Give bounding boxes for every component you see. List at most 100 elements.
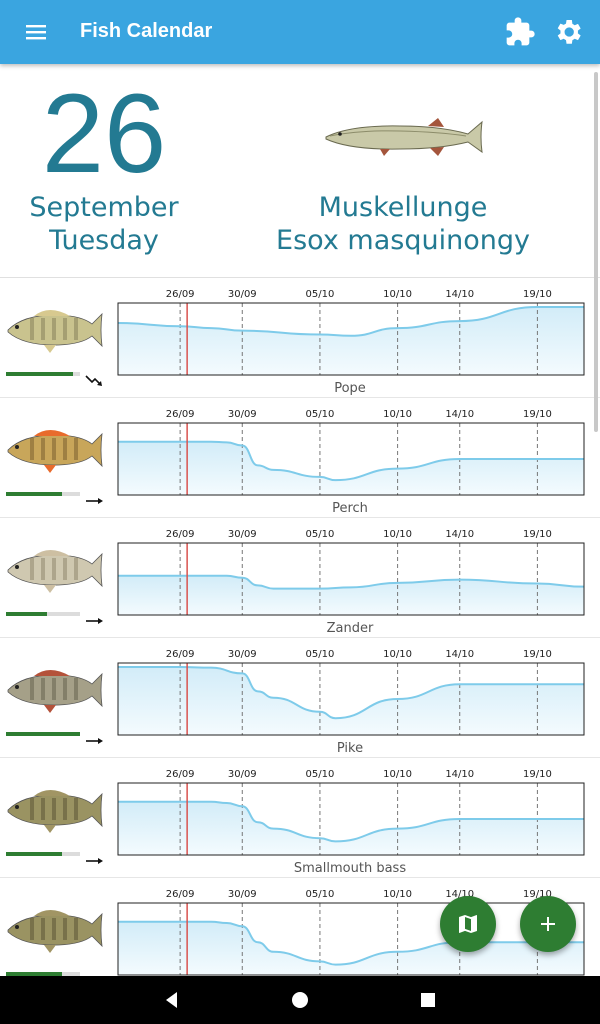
- list-item[interactable]: 26/09 30/09 05/10 10/10 14/10 19/10 Zander: [0, 518, 600, 638]
- fish-row-name: Pope: [334, 381, 366, 396]
- fish-row-name: Smallmouth bass: [293, 861, 407, 876]
- trend-steady-icon: [86, 618, 103, 624]
- day-number: 26: [41, 71, 167, 196]
- rating-bar: [6, 492, 80, 496]
- puzzle-icon[interactable]: [504, 16, 536, 48]
- date-tick-label: 30/09: [228, 529, 257, 540]
- trend-down-icon: [85, 375, 102, 386]
- date-tick-label: 19/10: [523, 889, 552, 900]
- day-header: 26 September Tuesday Muskellunge Esox ma…: [0, 64, 600, 278]
- list-item[interactable]: 26/09 30/09 05/10 10/10 14/10 19/10 Pope: [0, 278, 600, 398]
- map-button[interactable]: [440, 896, 496, 952]
- activity-area: [118, 441, 584, 495]
- date-tick-label: 14/10: [445, 649, 474, 660]
- add-button[interactable]: [520, 896, 576, 952]
- list-item[interactable]: 26/09 30/09 05/10 10/10 14/10 19/10 Smallmouth…: [0, 758, 600, 878]
- date-tick-label: 05/10: [306, 529, 335, 540]
- system-nav-bar: [0, 976, 600, 1024]
- activity-area: [118, 667, 584, 735]
- activity-chart: 26/09 30/09 05/10 10/10 14/10 19/10: [117, 889, 585, 976]
- fish-row-name: Zander: [326, 621, 374, 636]
- activity-area: [118, 801, 584, 855]
- trend-steady-icon: [86, 738, 103, 744]
- date-tick-label: 10/10: [383, 649, 412, 660]
- recents-icon[interactable]: [416, 988, 440, 1012]
- activity-line: [117, 666, 584, 720]
- activity-area: [118, 921, 584, 975]
- chart-frame: [117, 902, 585, 976]
- muskellunge-image: [325, 118, 483, 156]
- activity-line: [118, 574, 585, 590]
- date-tick-label: 14/10: [445, 529, 474, 540]
- date-tick-label: 19/10: [523, 409, 552, 420]
- activity-area: [118, 307, 584, 375]
- date-tick-label: 14/10: [445, 769, 474, 780]
- hamburger-menu-icon[interactable]: [20, 16, 52, 48]
- rating-bar: [6, 732, 80, 736]
- weekday-label: Tuesday: [49, 225, 159, 256]
- gear-icon[interactable]: [552, 16, 584, 48]
- activity-area: [118, 575, 584, 615]
- date-tick-label: 10/10: [383, 769, 412, 780]
- rating-bar-fill: [6, 492, 62, 496]
- trend-steady-icon: [86, 498, 103, 504]
- date-tick-label: 26/09: [166, 649, 195, 660]
- activity-chart: 26/09 30/09 05/10 10/10 14/10 19/10: [117, 529, 585, 616]
- date-tick-label: 05/10: [306, 409, 335, 420]
- date-tick-label: 26/09: [166, 289, 195, 300]
- chart-frame: [117, 302, 585, 376]
- date-tick-label: 10/10: [383, 409, 412, 420]
- chart-frame: [117, 662, 585, 736]
- app-title: Fish Calendar: [80, 20, 213, 42]
- date-tick-label: 26/09: [166, 409, 195, 420]
- pope-fish-image: [7, 310, 103, 353]
- date-tick-label: 05/10: [306, 889, 335, 900]
- fish-latin-name: Esox masquinongy: [276, 225, 530, 256]
- activity-chart: 26/09 30/09 05/10 10/10 14/10 19/10: [117, 769, 585, 856]
- date-tick-label: 26/09: [166, 889, 195, 900]
- app-bar: Fish Calendar: [0, 0, 600, 64]
- date-tick-label: 19/10: [523, 529, 552, 540]
- date-tick-label: 19/10: [523, 769, 552, 780]
- chart-frame: [117, 542, 585, 616]
- rating-bar: [6, 972, 80, 976]
- bass-fish-image: [7, 910, 103, 953]
- date-tick-label: 05/10: [306, 769, 335, 780]
- activity-chart: 26/09 30/09 05/10 10/10 14/10 19/10: [117, 409, 585, 496]
- rating-bar-fill: [6, 732, 80, 736]
- fish-row-name: Pike: [336, 741, 364, 756]
- activity-chart: 26/09 30/09 05/10 10/10 14/10 19/10: [117, 289, 585, 376]
- map-icon: [458, 915, 478, 933]
- list-item[interactable]: 26/09 30/09 05/10 10/10 14/10 19/10 Pike: [0, 638, 600, 758]
- date-tick-label: 05/10: [306, 649, 335, 660]
- date-tick-label: 26/09: [166, 529, 195, 540]
- rating-bar-fill: [6, 972, 62, 976]
- date-tick-label: 30/09: [228, 649, 257, 660]
- date-tick-label: 14/10: [445, 289, 474, 300]
- rating-bar-fill: [6, 852, 62, 856]
- list-item[interactable]: 26/09 30/09 05/10 10/10 14/10 19/10: [0, 878, 600, 976]
- rating-bar: [6, 612, 80, 616]
- date-tick-label: 10/10: [383, 529, 412, 540]
- plus-icon: [541, 917, 555, 931]
- activity-line: [117, 306, 584, 337]
- home-icon[interactable]: [288, 988, 312, 1012]
- scrollbar[interactable]: [594, 72, 598, 432]
- rating-bar: [6, 852, 80, 856]
- zander-fish-image: [7, 550, 103, 593]
- date-tick-label: 26/09: [166, 769, 195, 780]
- chart-frame: [117, 782, 585, 856]
- rating-bar: [6, 372, 80, 376]
- date-tick-label: 10/10: [383, 289, 412, 300]
- date-tick-label: 14/10: [445, 409, 474, 420]
- fish-row-name: Perch: [332, 501, 368, 516]
- rating-bar-fill: [6, 612, 47, 616]
- fish-name: Muskellunge: [318, 192, 488, 223]
- list-item[interactable]: 26/09 30/09 05/10 10/10 14/10 19/10 Perch: [0, 398, 600, 518]
- back-icon[interactable]: [160, 988, 184, 1012]
- rating-bar-fill: [6, 372, 73, 376]
- fish-list[interactable]: 26/09 30/09 05/10 10/10 14/10 19/10 Pope 26/09 3…: [0, 278, 600, 976]
- activity-line: [118, 440, 584, 482]
- activity-line: [118, 800, 584, 843]
- date-tick-label: 30/09: [228, 769, 257, 780]
